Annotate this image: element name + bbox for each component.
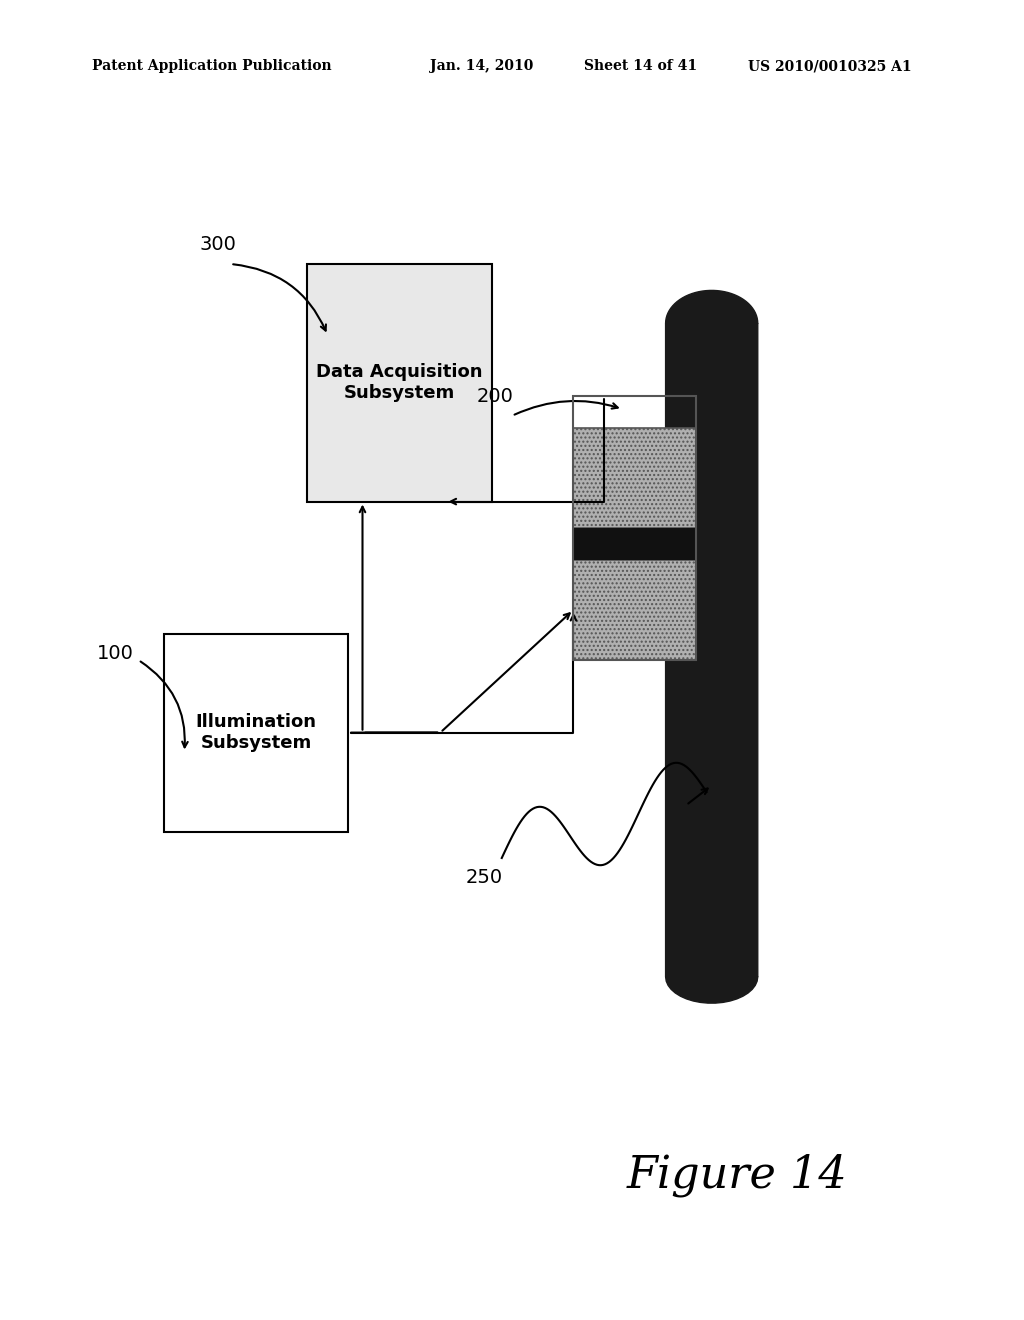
FancyBboxPatch shape xyxy=(307,264,492,502)
FancyBboxPatch shape xyxy=(164,634,348,832)
Bar xyxy=(573,428,696,528)
Text: 250: 250 xyxy=(466,869,503,887)
Text: Illumination
Subsystem: Illumination Subsystem xyxy=(196,713,316,752)
Text: 200: 200 xyxy=(476,387,513,405)
Text: US 2010/0010325 A1: US 2010/0010325 A1 xyxy=(748,59,911,74)
Text: Jan. 14, 2010: Jan. 14, 2010 xyxy=(430,59,534,74)
Text: Data Acquisition
Subsystem: Data Acquisition Subsystem xyxy=(316,363,482,403)
Bar xyxy=(573,396,696,660)
Text: Figure 14: Figure 14 xyxy=(627,1154,848,1196)
Text: Patent Application Publication: Patent Application Publication xyxy=(92,59,332,74)
Polygon shape xyxy=(666,290,758,1003)
Bar xyxy=(573,560,696,660)
Text: Sheet 14 of 41: Sheet 14 of 41 xyxy=(584,59,696,74)
Text: 100: 100 xyxy=(97,644,134,663)
Bar xyxy=(573,528,696,560)
Text: 300: 300 xyxy=(200,235,237,253)
